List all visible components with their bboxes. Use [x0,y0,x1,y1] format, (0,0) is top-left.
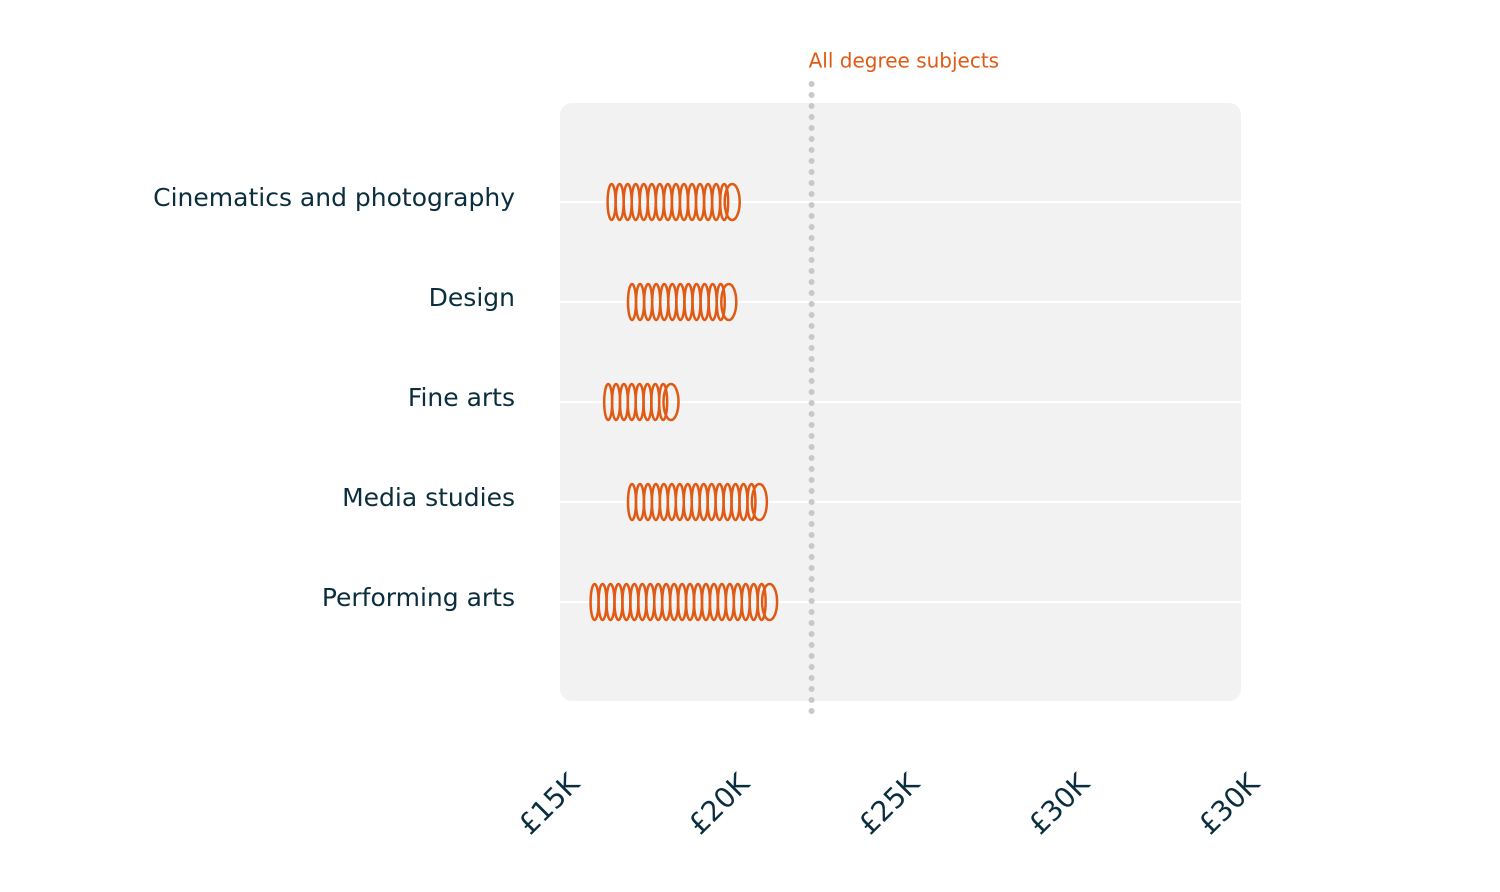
x-tick: £20K [682,766,757,841]
x-tick-label: £25K [852,766,927,841]
coil [657,382,669,422]
reference-label: All degree subjects [809,49,1000,73]
x-tick-label: £30K [1022,766,1097,841]
category-label: Fine arts [408,383,515,412]
coil-end [723,182,741,222]
coil [718,182,730,222]
x-tick-label: £20K [682,766,757,841]
category-label: Media studies [342,483,515,512]
range-mark [626,282,738,322]
category-label: Performing arts [322,583,515,612]
coil-end [750,482,769,522]
coil [746,482,757,522]
x-tick: £30K [1022,766,1097,841]
range-mark [606,182,741,222]
range-mark [589,582,779,622]
x-tick: £25K [852,766,927,841]
x-tick: £30K [1192,766,1267,841]
category-label: Design [429,283,515,312]
coil-end [720,282,738,322]
x-tick-label: £30K [1192,766,1267,841]
coil-end [662,382,680,422]
x-tick-label: £15K [512,766,587,841]
range-mark [602,382,680,422]
x-tick: £15K [512,766,587,841]
coil [756,582,767,622]
category-label: Cinematics and photography [153,183,515,212]
coil [715,282,726,322]
coil-end [760,582,779,622]
range-mark [626,482,769,522]
